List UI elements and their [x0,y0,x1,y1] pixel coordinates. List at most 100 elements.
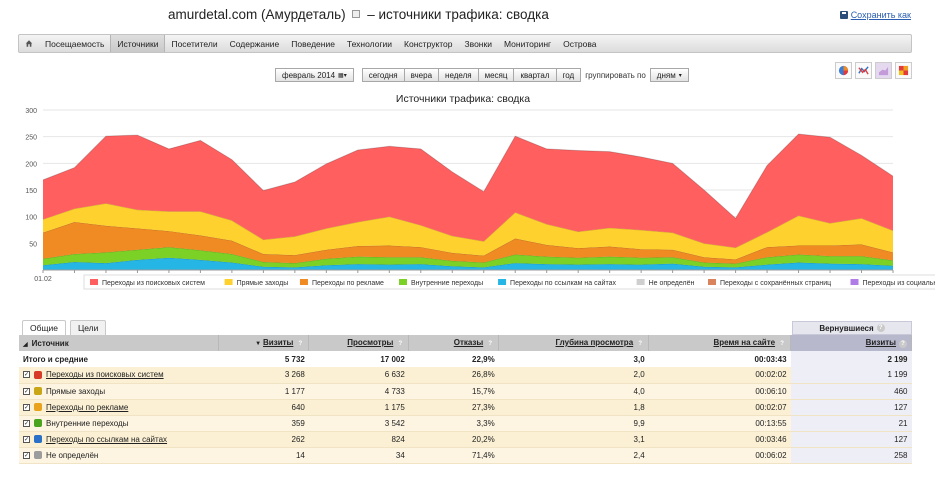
legend-item-5[interactable]: Не определён [636,279,695,287]
totals-cell: 5 732 [218,351,309,367]
column-header-1[interactable]: ▼ Визиты? [218,335,310,351]
metric-cell: 3 268 [218,367,309,384]
nav-item-5[interactable]: Технологии [346,38,393,49]
returning-label: Вернувшиеся [819,323,874,333]
help-icon[interactable]: ? [486,340,495,348]
column-header-4[interactable]: Глубина просмотра? [498,335,650,351]
metric-cell: 6 632 [308,367,409,384]
month-label: февраль 2014 [282,70,336,80]
home-icon[interactable] [19,35,39,52]
metric-cell: 71,4% [408,447,499,464]
legend-item-2[interactable]: Переходы по рекламе [299,279,384,287]
metric-cell: 9,9 [498,415,649,432]
source-cell: ✓ Внутренние переходы [19,415,219,432]
month-picker[interactable]: февраль 2014 ▦▾ [275,68,354,82]
legend-item-3[interactable]: Внутренние переходы [399,279,483,287]
nav-item-4[interactable]: Поведение [291,38,335,49]
legend-item-7[interactable]: Переходы из социальных сетей [850,279,935,287]
source-name: Прямые заходы [46,386,106,396]
source-name: Внутренние переходы [46,418,129,428]
help-icon[interactable]: ? [636,340,645,348]
site-name: amurdetal.com (Амурдеталь) [168,7,346,22]
legend-item-4[interactable]: Переходы по ссылкам на сайтах [498,279,616,287]
nav-item-2[interactable]: Посетители [171,38,218,49]
traffic-sources-chart: Источники трафика: сводка 50 100 150 200 250 3… [25,93,935,290]
table-row: ✓ Переходы по рекламе 640 1 175 27,3% 1,8 00:0… [19,399,912,416]
table-header-row: ◢ Источник ▼ Визиты? Просмотры? Отказы? Глубин… [19,335,912,351]
pie-chart-icon[interactable] [835,62,852,79]
y-tick-label: 300 [25,108,37,115]
source-name[interactable]: Переходы по рекламе [46,402,129,412]
row-checkbox[interactable]: ✓ [23,435,30,443]
totals-cell: 3,0 [498,351,649,367]
tab-goals[interactable]: Цели [69,320,107,335]
legend-label: Внутренние переходы [411,280,483,287]
legend-item-1[interactable]: Прямые заходы [224,279,289,287]
source-name[interactable]: Переходы из поисковых систем [46,370,164,380]
page-title: amurdetal.com (Амурдеталь) – источники т… [168,7,549,22]
column-header-3[interactable]: Отказы? [408,335,500,351]
column-label: Отказы [453,338,484,347]
help-icon[interactable]: ? [778,340,787,348]
totals-cell: 00:03:43 [648,351,791,367]
direct-icon [34,387,42,395]
legend-item-6[interactable]: Переходы с сохранённых страниц [708,279,831,287]
nav-item-8[interactable]: Мониторинг [503,38,552,49]
row-checkbox[interactable]: ✓ [23,387,30,395]
row-checkbox[interactable]: ✓ [23,419,30,427]
period-button-3[interactable]: месяц [478,68,515,82]
metric-cell: 460 [790,383,912,400]
help-icon[interactable]: ? [396,340,405,348]
period-button-2[interactable]: неделя [439,68,479,82]
column-label: Просмотры [347,338,394,347]
column-header-6[interactable]: Визиты? [790,335,912,351]
nav-item-0[interactable]: Посещаемость [45,38,105,49]
totals-cell: 17 002 [308,351,409,367]
y-tick-label: 200 [25,161,37,168]
external-link-icon[interactable] [352,10,361,18]
collapse-icon[interactable]: ◢ [23,341,28,348]
area-chart-icon[interactable] [875,62,892,79]
source-cell: ✓ Переходы из поисковых систем [19,367,219,384]
help-icon[interactable]: ? [296,340,305,348]
help-icon[interactable]: ? [899,340,907,348]
metric-cell: 824 [308,431,409,448]
period-button-1[interactable]: вчера [404,68,440,82]
search-icon [34,370,42,379]
save-as-link[interactable]: Сохранить как [839,10,911,20]
period-button-0[interactable]: сегодня [361,68,405,82]
sort-desc-icon: ▼ [255,341,262,347]
group-label: группировать по [585,70,646,80]
row-checkbox[interactable]: ✓ [23,451,30,459]
metric-cell: 34 [308,447,409,464]
legend-label: Переходы по рекламе [312,280,384,287]
nav-item-9[interactable]: Острова [563,38,597,49]
column-header-5[interactable]: Время на сайте? [648,335,792,351]
metric-cell: 00:06:02 [648,447,791,464]
line-series-5 [42,133,894,220]
source-name: Не определён [46,450,99,460]
legend-item-0[interactable]: Переходы из поисковых систем [90,279,205,287]
row-checkbox[interactable]: ✓ [23,371,30,379]
period-button-5[interactable]: год [556,68,582,82]
bar-chart-icon[interactable] [895,62,912,79]
nav-item-1[interactable]: Источники [110,35,166,52]
metric-cell: 00:06:10 [648,383,791,400]
source-cell: ✓ Не определён [19,447,219,464]
tab-general[interactable]: Общие [22,320,66,335]
line-chart-icon[interactable] [855,62,872,79]
group-select[interactable]: дням ▾ [649,68,689,82]
metric-cell: 21 [790,415,912,432]
nav-item-7[interactable]: Звонки [464,38,492,49]
column-header-2[interactable]: Просмотры? [308,335,410,351]
help-icon[interactable]: ? [876,324,885,332]
metric-cell: 00:02:07 [648,399,791,416]
row-checkbox[interactable]: ✓ [23,403,30,411]
ad-icon [34,403,42,411]
nav-item-6[interactable]: Конструктор [404,38,453,49]
nav-item-3[interactable]: Содержание [229,38,280,49]
area-series-4 [43,203,893,260]
totals-row: Итого и средние 5 732 17 002 22,9% 3,0 00:03:… [19,351,912,367]
period-button-4[interactable]: квартал [514,68,557,82]
source-name[interactable]: Переходы по ссылкам на сайтах [46,434,168,444]
